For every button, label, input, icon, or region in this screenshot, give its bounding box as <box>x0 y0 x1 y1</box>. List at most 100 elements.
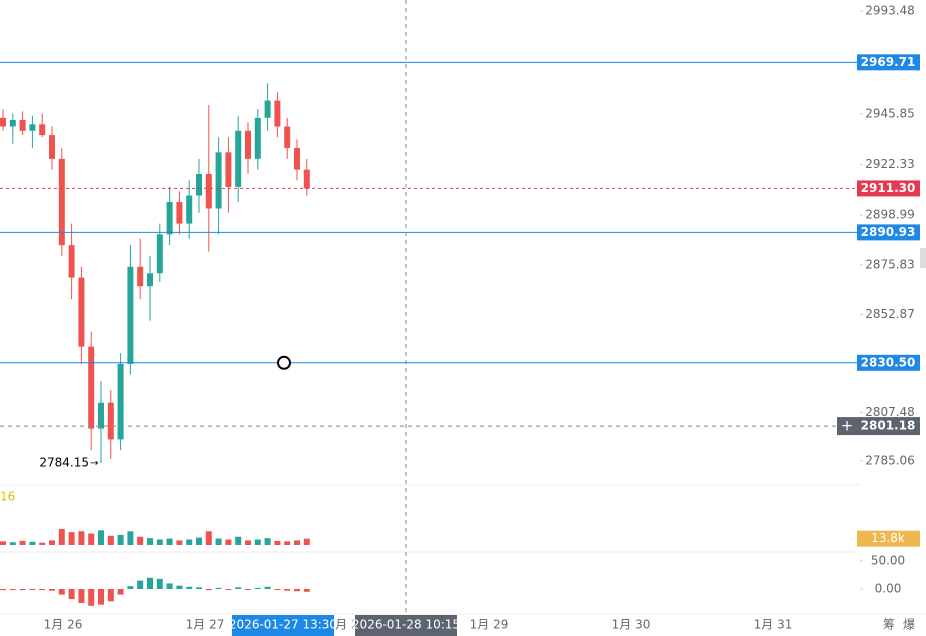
low-arrow: → <box>90 458 98 469</box>
macd-tick-label: 0.00 <box>875 582 902 596</box>
macd-tick-label: 50.00 <box>871 554 905 568</box>
volume-bar <box>166 538 173 545</box>
candle-body <box>235 130 242 187</box>
volume-bar <box>98 530 104 545</box>
macd-bar <box>274 589 281 590</box>
volume-bar <box>215 538 222 545</box>
volume-bar <box>0 541 6 545</box>
y-tick-label: 2852.87 <box>865 307 915 321</box>
volume-bar <box>294 540 300 545</box>
crosshair-add-button[interactable] <box>837 417 857 436</box>
candle-body <box>29 124 36 131</box>
crosshair-time-tag <box>355 615 457 636</box>
volume-bar <box>225 539 232 545</box>
macd-bar <box>225 589 232 590</box>
volume-bar <box>127 531 134 545</box>
macd-bar <box>78 589 85 603</box>
macd-bar <box>137 580 144 589</box>
volume-bar <box>88 533 95 545</box>
candle-body <box>88 346 95 429</box>
macd-bar <box>147 577 153 589</box>
macd-bar <box>254 587 261 589</box>
candle-body <box>166 202 173 235</box>
candle-body <box>0 117 6 127</box>
price-line-tag <box>857 54 920 71</box>
volume-bar <box>58 528 65 545</box>
volume-bar <box>9 542 16 545</box>
macd-bar <box>176 585 183 589</box>
footer-icon[interactable]: 筹 <box>883 618 895 632</box>
macd-bar <box>186 586 193 589</box>
low-label: 2784.15 <box>39 455 89 469</box>
crosshair-add-icon: + <box>841 417 854 435</box>
macd-bar <box>205 589 212 591</box>
macd-bar <box>58 589 65 595</box>
candle-body <box>264 100 271 118</box>
alert-handle[interactable] <box>277 355 291 370</box>
candle-body <box>303 169 310 189</box>
volume-bar <box>107 535 114 545</box>
x-tick-label: 1月 29 <box>470 618 509 632</box>
candle-body <box>117 363 124 440</box>
candle-body <box>294 148 300 170</box>
x-tick-label: 1月 30 <box>612 618 651 632</box>
macd-bar <box>215 587 222 589</box>
footer-icon[interactable]: 爆 <box>903 618 915 632</box>
volume-bar <box>303 538 310 545</box>
volume-bar <box>245 540 251 545</box>
macd-bar <box>88 589 95 606</box>
crosshair-price-tag <box>857 417 920 436</box>
y-tick-label: 2945.85 <box>865 106 915 120</box>
volume-bar <box>117 534 124 545</box>
macd-bar <box>19 589 26 591</box>
crosshair-price-label: 2801.18 <box>861 419 916 433</box>
candle-body <box>225 152 232 187</box>
price-line-label: 2969.71 <box>861 55 916 69</box>
candle-body <box>68 245 75 278</box>
volume-bar <box>147 538 153 545</box>
macd-bar <box>235 587 242 589</box>
macd-bar <box>49 589 55 591</box>
y-tick-label: 2898.99 <box>865 207 915 221</box>
candle-body <box>284 126 291 149</box>
macd-bar <box>264 586 271 589</box>
volume-bar <box>78 531 85 545</box>
macd-bar <box>39 589 46 591</box>
current-price-label: 2911.30 <box>861 181 916 195</box>
candle-body <box>78 277 85 347</box>
volume-bar <box>29 541 36 545</box>
candle-body <box>49 135 55 159</box>
x-tick-label: 1月 26 <box>44 618 83 632</box>
volume-bar <box>274 540 281 545</box>
candle-body <box>98 402 104 429</box>
candle-body <box>245 130 251 159</box>
macd-bar <box>284 589 291 591</box>
candle-body <box>205 173 212 209</box>
x-tick-label: 1月 27 <box>186 618 225 632</box>
candle-body <box>107 402 114 440</box>
volume-indicator-label: 16 <box>0 490 15 504</box>
candle-body <box>254 117 261 159</box>
selected-time-label: 2026-01-27 13:30 <box>229 618 337 632</box>
volume-bar <box>264 538 271 545</box>
y-tick-label: 2807.48 <box>865 405 915 419</box>
price-line-tag <box>857 354 920 371</box>
candle-body <box>19 120 26 131</box>
scroll-handle[interactable] <box>920 248 926 268</box>
candle-body <box>9 120 16 127</box>
x-tick-label: 1月 31 <box>754 618 793 632</box>
volume-bar <box>49 540 55 545</box>
candle-body <box>274 100 281 127</box>
volume-last-label: 13.8k <box>871 531 905 545</box>
candle-body <box>137 266 144 287</box>
volume-bar <box>186 539 193 545</box>
macd-bar <box>303 589 310 592</box>
macd-bar <box>98 589 104 605</box>
price-line-label: 2830.50 <box>861 355 916 369</box>
candle-body <box>176 202 183 224</box>
volume-bar <box>235 536 242 545</box>
candle-body <box>127 266 134 364</box>
macd-bar <box>245 589 251 590</box>
candle-body <box>196 173 202 196</box>
price-line-label: 2890.93 <box>861 225 916 239</box>
